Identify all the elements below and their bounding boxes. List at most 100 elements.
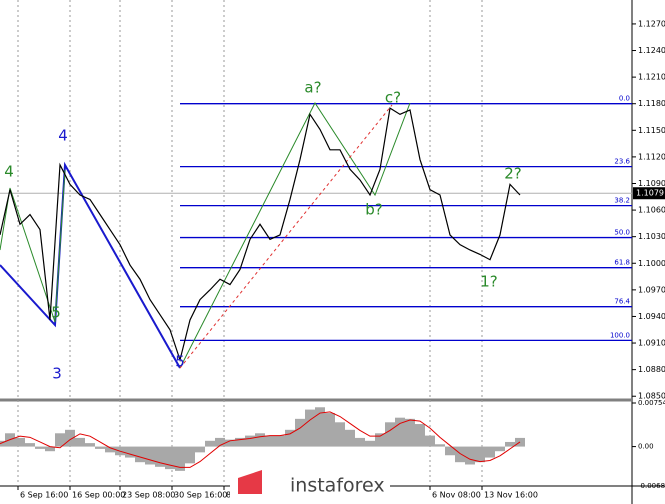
- wave-label: 5: [51, 304, 61, 322]
- y-tick-label: 1.1000: [638, 259, 665, 268]
- fib-label: 76.4: [614, 298, 630, 306]
- histogram-bar: [165, 446, 175, 470]
- histogram-bar: [375, 433, 385, 447]
- histogram-bar: [105, 446, 115, 453]
- y-tick-label: 1.1120: [638, 152, 665, 161]
- y-tick-label: 1.1270: [638, 19, 665, 28]
- histogram-bar: [425, 435, 435, 447]
- histogram-bar: [215, 437, 225, 447]
- y-tick-label: 1.1060: [638, 206, 665, 215]
- histogram-bar: [485, 446, 495, 458]
- histogram-bar: [285, 429, 295, 447]
- fib-label: 61.8: [614, 259, 630, 267]
- histogram-bar: [305, 409, 315, 447]
- histogram-bar: [475, 446, 485, 463]
- wave-label: a?: [304, 79, 321, 97]
- signal-line: [0, 411, 521, 468]
- y-tick-label: 1.0970: [638, 285, 665, 294]
- histogram-bar: [25, 443, 35, 447]
- x-tick-label: 13 Nov 16:00: [484, 491, 538, 500]
- histogram-bar: [465, 446, 475, 465]
- histogram-bar: [395, 417, 405, 447]
- last-price-label: 1.1079: [636, 189, 664, 198]
- histogram-bar: [0, 440, 5, 447]
- wave-label: 4: [58, 127, 68, 145]
- histogram-bar: [265, 435, 275, 447]
- histogram-bar: [335, 422, 345, 447]
- wave-line-green: [0, 169, 66, 323]
- histogram-bar: [275, 435, 285, 447]
- indicator-y-tick-label: -0.00682: [638, 482, 665, 490]
- logo-icon: [238, 470, 262, 494]
- y-tick-label: 1.1180: [638, 99, 665, 108]
- histogram-bar: [55, 433, 65, 447]
- histogram-bar: [415, 424, 425, 447]
- histogram-bar: [45, 446, 55, 452]
- wave-label: 5: [175, 353, 185, 371]
- fib-label: 38.2: [614, 197, 630, 205]
- x-tick-label: 16 Sep 00:00: [72, 491, 125, 500]
- indicator-y-tick-label: 0.00754: [638, 399, 665, 407]
- histogram-bar: [135, 446, 145, 463]
- y-tick-label: 1.1090: [638, 179, 665, 188]
- histogram-bar: [345, 429, 355, 447]
- histogram-bar: [185, 446, 195, 464]
- price-line: [0, 107, 521, 363]
- wave-label: 4: [4, 163, 14, 181]
- histogram-bar: [405, 418, 415, 447]
- histogram-bar: [175, 446, 185, 471]
- histogram-bar: [235, 437, 245, 447]
- histogram-bar: [35, 446, 45, 449]
- histogram-bar: [325, 413, 335, 447]
- histogram-bar: [15, 437, 25, 447]
- wave-label: 3: [52, 365, 62, 383]
- y-tick-label: 1.0850: [638, 392, 665, 401]
- histogram-bar: [155, 446, 165, 467]
- histogram-bar: [455, 446, 465, 463]
- fib-label: 100.0: [610, 331, 630, 339]
- y-tick-label: 1.1240: [638, 46, 665, 55]
- histogram-bar: [445, 446, 455, 456]
- y-tick-label: 1.1210: [638, 73, 665, 82]
- x-tick-label: 6 Sep 16:00: [20, 491, 68, 500]
- fib-label: 23.6: [614, 158, 630, 166]
- histogram-bar: [75, 437, 85, 447]
- histogram-bar: [85, 443, 95, 447]
- histogram-bar: [435, 444, 445, 447]
- histogram-bar: [195, 446, 205, 453]
- histogram-bar: [385, 422, 395, 447]
- y-tick-label: 1.1150: [638, 126, 665, 135]
- wave-label: c?: [385, 89, 401, 107]
- x-tick-label: 23 Sep 08:00: [122, 491, 175, 500]
- histogram-bar: [145, 446, 155, 465]
- fib-label: 50.0: [614, 229, 630, 237]
- wave-label: b?: [365, 201, 382, 219]
- histogram-bar: [255, 433, 265, 447]
- histogram-bar: [315, 407, 325, 447]
- histogram-bar: [95, 446, 105, 449]
- histogram-bar: [65, 429, 75, 447]
- histogram-bar: [355, 437, 365, 447]
- histogram-bar: [205, 440, 215, 447]
- histogram-bar: [225, 439, 235, 447]
- y-tick-label: 1.0880: [638, 365, 665, 374]
- y-tick-label: 1.0910: [638, 339, 665, 348]
- y-tick-label: 1.1030: [638, 232, 665, 241]
- data-layer: 1.1079 4 5 3 4 5 a? b? c? 2? 1?: [0, 79, 665, 471]
- trend-line: [179, 104, 393, 369]
- indicator-y-tick-label: 0.00: [638, 443, 654, 451]
- histogram-bar: [245, 435, 255, 447]
- histogram-bar: [295, 418, 305, 447]
- histogram-bar: [505, 441, 515, 447]
- x-tick-label: 6 Nov 08:00: [432, 491, 481, 500]
- x-tick-label: 30 Sep 16:00: [174, 491, 227, 500]
- wave-line-green: [179, 102, 411, 369]
- histogram-bar: [495, 446, 505, 452]
- wave-label: 2?: [504, 165, 522, 183]
- last-price-box: [633, 187, 665, 200]
- histogram-bar: [365, 440, 375, 447]
- y-tick-label: 1.0940: [638, 312, 665, 321]
